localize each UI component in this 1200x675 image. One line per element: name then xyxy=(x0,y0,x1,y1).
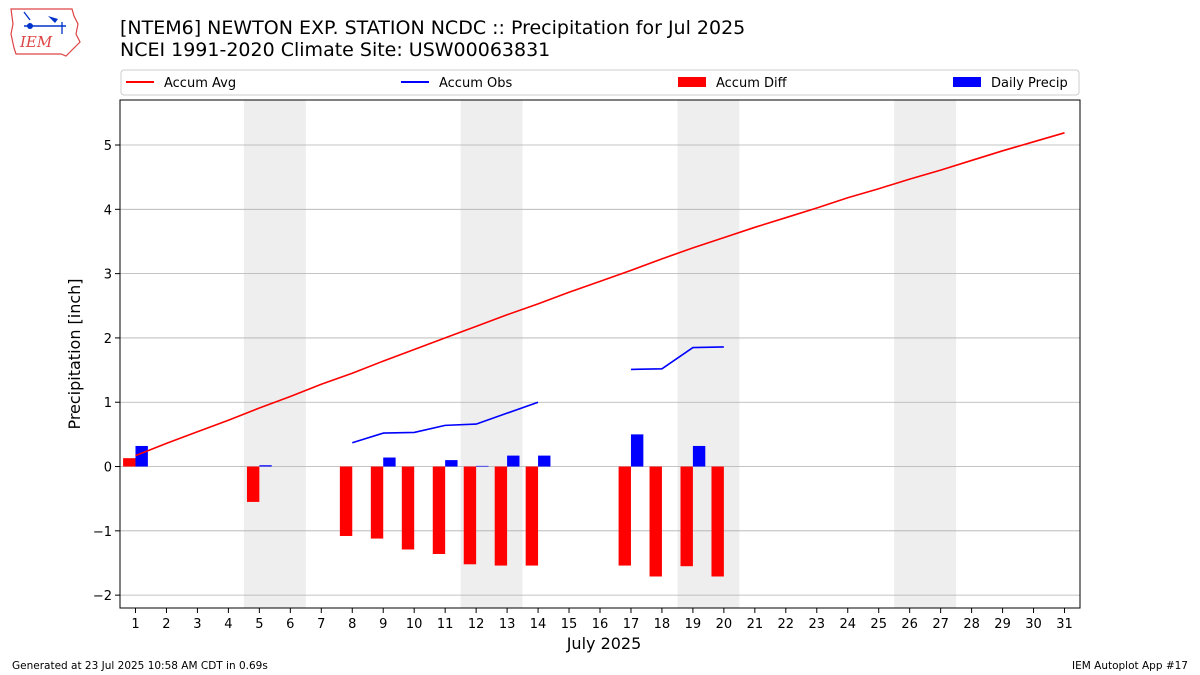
x-tick-label: 15 xyxy=(561,617,578,632)
x-tick-label: 7 xyxy=(317,617,325,632)
x-tick-label: 31 xyxy=(1056,617,1073,632)
x-tick-label: 4 xyxy=(224,617,232,632)
x-tick-label: 12 xyxy=(468,617,485,632)
app-credit: IEM Autoplot App #17 xyxy=(1072,660,1188,672)
y-tick-label: 0 xyxy=(104,461,112,476)
daily-precip-bar xyxy=(445,460,458,467)
y-tick-label: 4 xyxy=(104,203,112,218)
x-tick-label: 1 xyxy=(131,617,139,632)
x-tick-label: 28 xyxy=(963,617,980,632)
bars xyxy=(123,434,724,577)
logo-text: IEM xyxy=(19,33,53,51)
daily-precip-bar xyxy=(538,455,551,467)
x-tick-label: 21 xyxy=(747,617,764,632)
accum-diff-bar xyxy=(401,466,415,550)
x-tick-label: 17 xyxy=(623,617,640,632)
x-tick-label: 19 xyxy=(685,617,702,632)
accum-diff-bar xyxy=(649,466,662,577)
daily-precip-bar xyxy=(692,445,706,467)
daily-precip-bar xyxy=(507,455,520,467)
x-tick-label: 30 xyxy=(1025,617,1042,632)
legend-label: Accum Obs xyxy=(439,76,512,91)
accum-diff-bar xyxy=(525,466,539,566)
accum-diff-bar xyxy=(432,466,446,554)
daily-precip-bar xyxy=(630,434,644,467)
x-tick-label: 22 xyxy=(778,617,795,632)
x-tick-label: 5 xyxy=(255,617,263,632)
y-tick-label: −2 xyxy=(93,589,112,604)
accum-diff-bar xyxy=(246,466,260,502)
x-tick-label: 11 xyxy=(437,617,454,632)
accum-diff-bar xyxy=(339,466,353,536)
legend-label: Daily Precip xyxy=(991,76,1068,91)
x-tick-label: 24 xyxy=(839,617,856,632)
accum-obs-line xyxy=(630,346,724,371)
x-tick-label: 3 xyxy=(193,617,201,632)
chart-title-line1: [NTEM6] NEWTON EXP. STATION NCDC :: Prec… xyxy=(120,17,746,39)
accum-diff-bar xyxy=(618,466,631,566)
legend-box xyxy=(120,69,1080,96)
x-tick-label: 14 xyxy=(530,617,547,632)
x-axis-label: July 2025 xyxy=(566,634,642,653)
grid-lines xyxy=(120,144,1080,596)
x-tick-label: 20 xyxy=(716,617,733,632)
legend-swatch xyxy=(953,77,981,87)
accum-diff-bar xyxy=(123,458,136,467)
accum-diff-bar xyxy=(711,466,724,577)
daily-precip-bar xyxy=(135,445,148,467)
y-tick-label: −1 xyxy=(93,525,112,540)
x-tick-label: 25 xyxy=(870,617,887,632)
y-axis-label: Precipitation [inch] xyxy=(65,278,84,429)
y-tick-label: 3 xyxy=(104,268,112,283)
lines xyxy=(135,132,1065,457)
generated-timestamp: Generated at 23 Jul 2025 10:58 AM CDT in… xyxy=(12,660,268,672)
legend-swatch xyxy=(678,77,706,87)
y-tick-label: 1 xyxy=(104,396,112,411)
y-tick-label: 2 xyxy=(104,332,112,347)
x-tick-label: 16 xyxy=(592,617,609,632)
chart-title-line2: NCEI 1991-2020 Climate Site: USW00063831 xyxy=(120,39,551,61)
accum-diff-bar xyxy=(494,466,508,566)
accum-obs-line xyxy=(352,401,539,444)
x-tick-label: 6 xyxy=(286,617,294,632)
x-tick-label: 2 xyxy=(162,617,170,632)
accum-avg-line xyxy=(135,132,1065,457)
accum-diff-bar xyxy=(463,466,477,565)
x-tick-label: 29 xyxy=(994,617,1011,632)
legend-label: Accum Diff xyxy=(716,76,788,91)
accum-diff-bar xyxy=(680,466,693,567)
accum-diff-bar xyxy=(370,466,384,539)
iowa-state-logo-icon: IEM xyxy=(10,8,81,57)
daily-precip-bar xyxy=(383,457,396,467)
weekend-band-3 xyxy=(894,100,957,608)
x-tick-label: 23 xyxy=(809,617,826,632)
daily-precip-bar xyxy=(259,465,272,467)
weekend-band-0 xyxy=(243,100,306,608)
x-tick-label: 8 xyxy=(348,617,356,632)
legend-label: Accum Avg xyxy=(164,76,236,91)
x-tick-label: 13 xyxy=(499,617,516,632)
x-tick-label: 26 xyxy=(901,617,918,632)
y-tick-label: 5 xyxy=(104,139,112,154)
x-tick-label: 27 xyxy=(932,617,949,632)
daily-precip-bar xyxy=(476,465,489,467)
legend: Accum Avg Accum Obs Accum Diff Daily Precip xyxy=(120,69,1080,96)
x-tick-label: 10 xyxy=(406,617,423,632)
x-tick-label: 18 xyxy=(654,617,671,632)
x-tick-label: 9 xyxy=(379,617,387,632)
